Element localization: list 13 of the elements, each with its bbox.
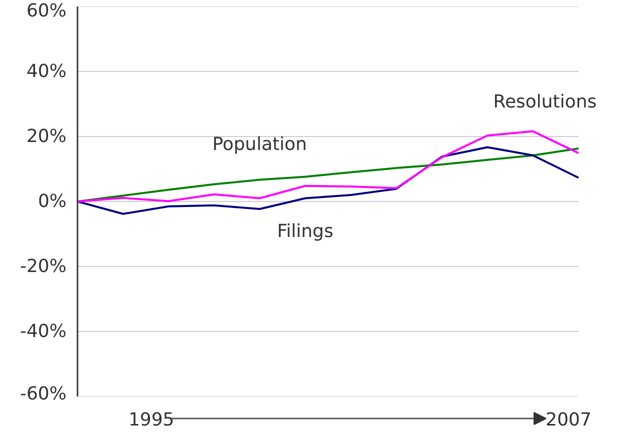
y-tick-label: 60% — [26, 0, 67, 22]
y-tick-label: -60% — [20, 384, 67, 404]
line-series — [78, 130, 580, 202]
y-tick-label: 40% — [26, 61, 67, 82]
series-label: Resolutions — [493, 92, 597, 113]
text: 2007 — [546, 410, 592, 430]
y-tick-label: 0% — [38, 191, 67, 212]
series-label: Population — [212, 134, 307, 156]
series-label: Filings — [277, 220, 334, 242]
y-tick-label: 20% — [26, 126, 67, 147]
y-tick-label: -20% — [20, 256, 67, 277]
text: 1995 — [128, 410, 174, 430]
y-tick-label: -40% — [20, 321, 67, 342]
